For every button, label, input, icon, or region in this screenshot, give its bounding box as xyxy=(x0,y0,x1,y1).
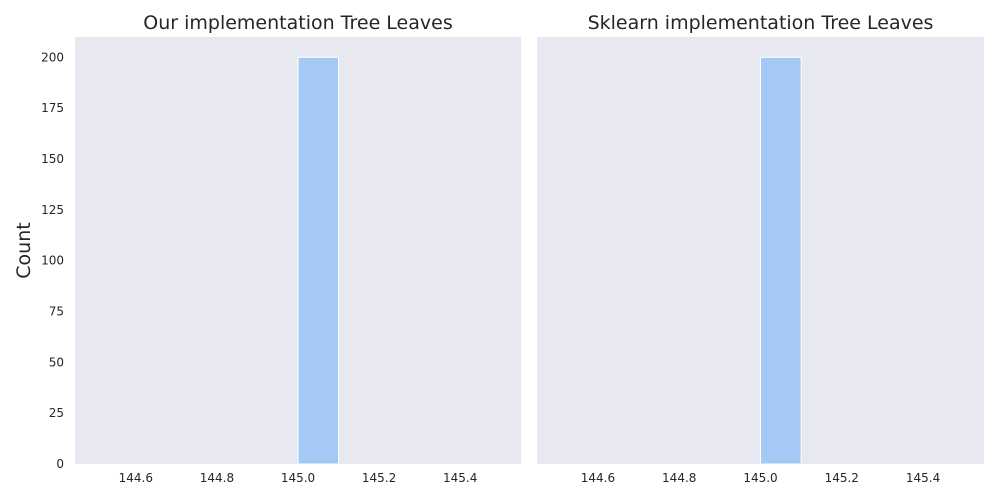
y-tick-label: 125 xyxy=(41,203,64,217)
subplot-title: Sklearn implementation Tree Leaves xyxy=(588,12,934,34)
x-tick-label: 144.8 xyxy=(200,471,234,485)
y-tick-label: 150 xyxy=(41,152,64,166)
x-tick-label: 144.8 xyxy=(662,471,696,485)
y-tick-label: 175 xyxy=(41,101,64,115)
subplot-2: Sklearn implementation Tree Leaves 144.6 1… xyxy=(537,12,984,485)
x-tick-label: 145.0 xyxy=(281,471,315,485)
y-tick-label: 100 xyxy=(41,254,64,268)
subplot-1: Our implementation Tree Leaves 144.6 144.8… xyxy=(13,12,521,485)
x-tick-label: 144.6 xyxy=(119,471,153,485)
subplot-title: Our implementation Tree Leaves xyxy=(143,12,452,34)
y-tick-label: 75 xyxy=(49,305,64,319)
x-tick-label: 145.4 xyxy=(443,471,477,485)
y-tick-label: 200 xyxy=(41,50,64,64)
x-tick-label: 145.0 xyxy=(743,471,777,485)
x-tick-label: 145.2 xyxy=(362,471,396,485)
x-tick-label: 144.6 xyxy=(581,471,615,485)
y-tick-label: 50 xyxy=(49,355,64,369)
x-tick-label: 145.2 xyxy=(825,471,859,485)
histogram-bar xyxy=(760,56,802,465)
y-tick-label: 25 xyxy=(49,406,64,420)
x-tick-label: 145.4 xyxy=(906,471,940,485)
y-tick-label: 0 xyxy=(56,457,64,471)
y-axis-label: Count xyxy=(13,222,35,278)
histogram-bar xyxy=(297,56,340,465)
